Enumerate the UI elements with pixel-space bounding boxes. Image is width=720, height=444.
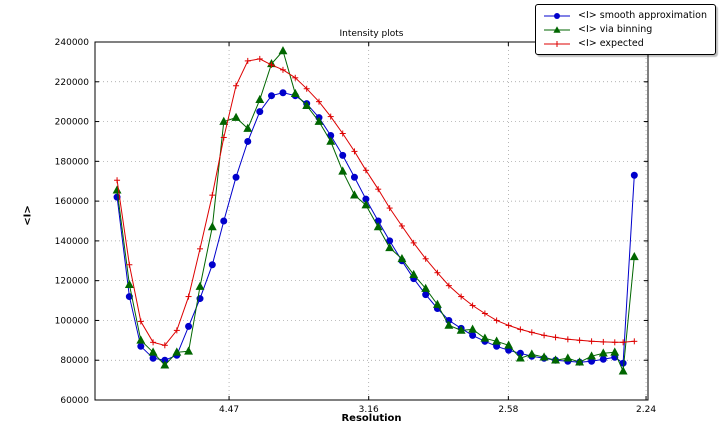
marker-triangle <box>504 340 514 349</box>
legend-label-1: <I> via binning <box>578 24 653 35</box>
marker-triangle <box>444 320 454 329</box>
marker-triangle <box>160 360 170 369</box>
marker-triangle <box>551 355 560 364</box>
legend-item-1: <I> via binning <box>542 23 707 36</box>
series-line-2 <box>116 58 635 346</box>
marker-circle <box>268 92 276 100</box>
marker-triangle <box>326 136 336 145</box>
marker-triangle <box>361 200 371 209</box>
marker-triangle <box>184 346 194 355</box>
marker-triangle <box>409 269 419 278</box>
axes-frame <box>94 41 649 401</box>
x-tick-label: 2.58 <box>498 405 518 415</box>
marker-triangle <box>350 190 359 199</box>
marker-triangle <box>515 353 525 362</box>
marker-circle <box>220 217 228 225</box>
marker-circle <box>279 89 287 97</box>
marker-circle <box>185 322 193 330</box>
x-tick-label: 3.16 <box>359 405 379 415</box>
marker-triangle <box>385 243 395 252</box>
y-axis-label: <I> <box>22 205 34 226</box>
marker-triangle <box>302 100 312 109</box>
marker-triangle <box>575 357 585 366</box>
marker-triangle <box>421 283 431 292</box>
marker-triangle <box>618 366 628 375</box>
marker-triangle <box>610 347 620 356</box>
legend-item-0: <I> smooth approximation <box>542 9 707 22</box>
marker-triangle <box>587 351 597 360</box>
y-tick-label: 100000 <box>55 316 90 326</box>
marker-triangle <box>148 347 158 356</box>
y-tick-label: 140000 <box>55 237 90 247</box>
marker-circle <box>256 108 264 116</box>
marker-circle <box>469 331 477 339</box>
marker-triangle <box>527 349 537 358</box>
legend: <I> smooth approximation <I> via binning <… <box>535 4 716 55</box>
marker-triangle <box>124 279 134 288</box>
marker-triangle <box>629 251 639 261</box>
y-tick-label: 180000 <box>55 157 90 167</box>
marker-triangle <box>338 166 348 175</box>
marker-circle <box>244 137 252 145</box>
y-tick-label: 120000 <box>55 277 90 287</box>
marker-circle <box>350 173 358 181</box>
marker-triangle <box>563 353 573 362</box>
marker-triangle <box>112 185 122 194</box>
legend-label-0: <I> smooth approximation <box>578 10 707 21</box>
marker-triangle <box>136 335 146 344</box>
marker-triangle <box>314 116 324 125</box>
y-tick-label: 240000 <box>55 38 90 48</box>
marker-triangle <box>172 347 182 356</box>
marker-triangle <box>219 116 229 125</box>
marker-circle <box>422 291 430 299</box>
y-tick-label: 80000 <box>60 356 89 366</box>
marker-circle <box>232 173 240 181</box>
marker-triangle <box>207 222 217 231</box>
marker-triangle <box>278 46 288 55</box>
marker-circle <box>630 171 638 179</box>
marker-triangle <box>480 333 490 342</box>
marker-triangle <box>290 88 300 98</box>
x-tick-label: 2.24 <box>636 405 656 415</box>
legend-label-2: <I> expected <box>578 38 644 49</box>
marker-triangle <box>598 348 608 357</box>
marker-circle <box>137 342 145 350</box>
marker-triangle <box>468 324 478 333</box>
marker-triangle <box>243 123 253 132</box>
marker-triangle <box>539 352 549 361</box>
marker-circle <box>149 354 157 362</box>
marker-triangle <box>397 253 407 263</box>
marker-triangle <box>255 94 265 103</box>
legend-marker-plus-icon <box>544 40 571 47</box>
series-line-1 <box>116 49 635 374</box>
marker-circle <box>339 151 347 159</box>
y-tick-label: 160000 <box>55 197 90 207</box>
chart-title: Intensity plots <box>339 29 404 39</box>
legend-item-2: <I> expected <box>542 37 707 50</box>
marker-circle <box>599 355 607 363</box>
marker-triangle <box>195 281 205 290</box>
y-tick-label: 200000 <box>55 118 90 128</box>
marker-triangle <box>432 299 442 308</box>
legend-marker-triangle-icon <box>544 25 571 33</box>
y-tick-label: 60000 <box>60 396 89 406</box>
legend-marker-circle-icon <box>544 12 571 19</box>
x-tick-label: 4.47 <box>219 405 239 415</box>
marker-triangle <box>492 336 502 345</box>
y-tick-label: 220000 <box>55 78 90 88</box>
marker-triangle <box>456 325 466 334</box>
marker-triangle <box>373 222 383 231</box>
marker-circle <box>208 261 216 269</box>
marker-triangle <box>231 112 241 121</box>
x-axis-label: Resolution <box>341 413 402 424</box>
